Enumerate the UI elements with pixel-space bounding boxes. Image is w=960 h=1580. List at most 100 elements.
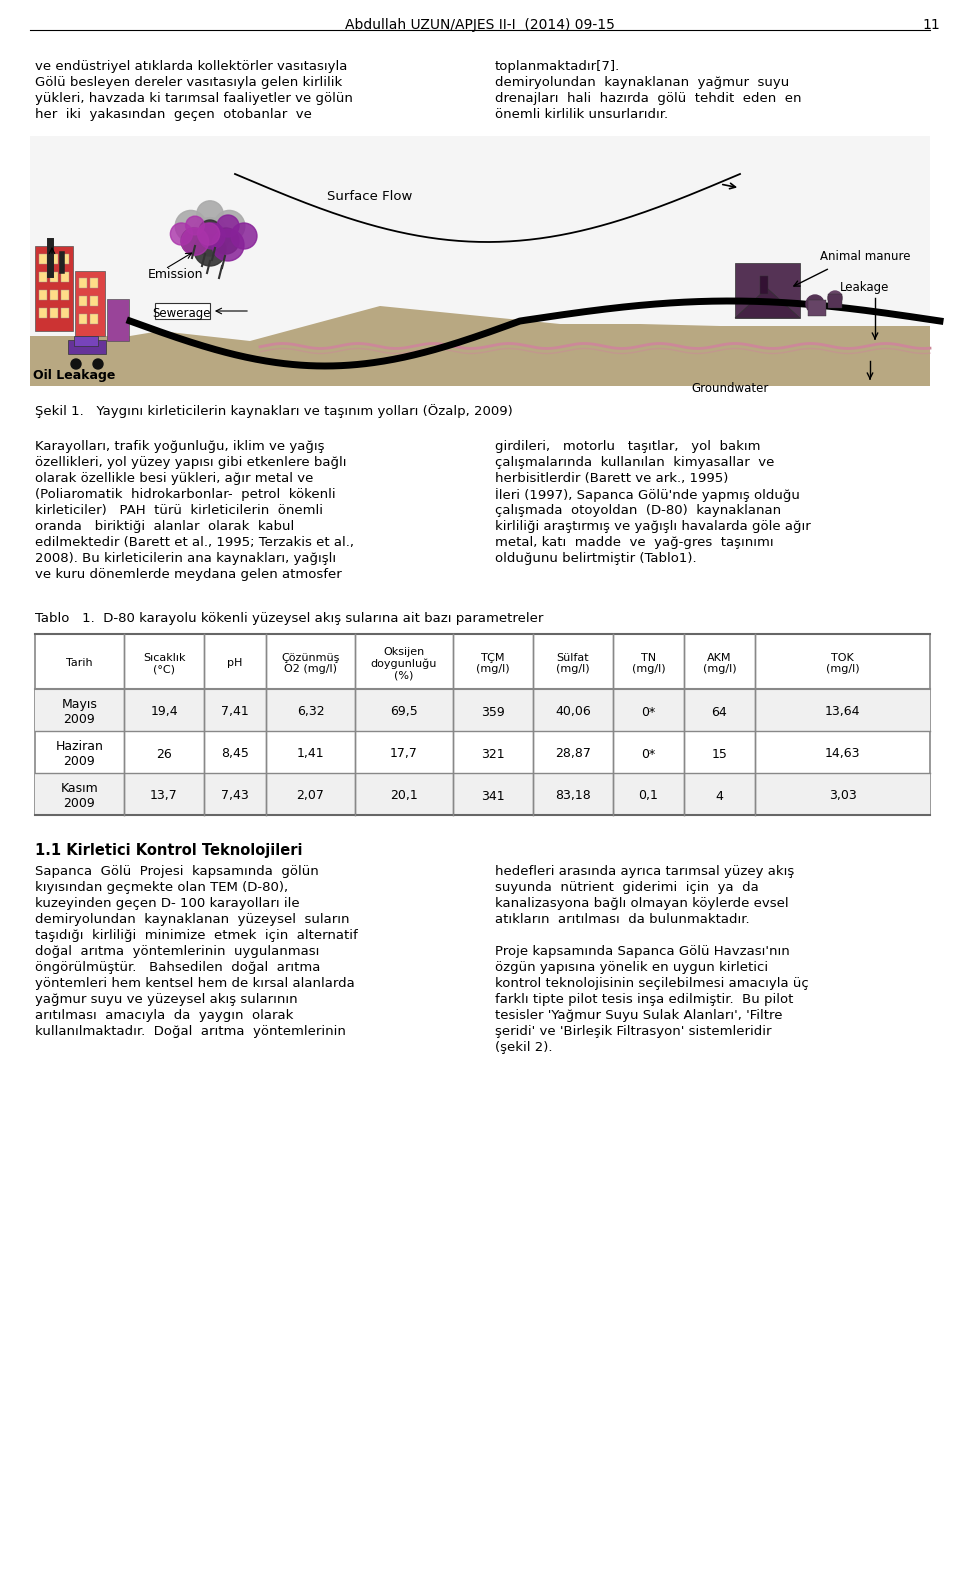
- Circle shape: [93, 359, 103, 370]
- Text: Sülfat
(mg/l): Sülfat (mg/l): [556, 653, 589, 675]
- Text: 14,63: 14,63: [825, 747, 860, 760]
- Bar: [39, 291, 47, 300]
- Text: yağmur suyu ve yüzeysel akış sularının: yağmur suyu ve yüzeysel akış sularının: [35, 992, 298, 1006]
- Text: kontrol teknolojisinin seçilebilmesi amacıyla üç: kontrol teknolojisinin seçilebilmesi ama…: [495, 976, 808, 991]
- Bar: [75, 272, 105, 337]
- Text: 341: 341: [481, 790, 505, 803]
- Circle shape: [231, 223, 257, 250]
- Circle shape: [199, 220, 221, 242]
- Text: taşıdığı  kirliliği  minimize  etmek  için  alternatif: taşıdığı kirliliği minimize etmek için a…: [35, 929, 358, 942]
- Bar: [61, 308, 69, 318]
- Text: 321: 321: [481, 747, 505, 760]
- Text: ve endüstriyel atıklarda kollektörler vasıtasıyla: ve endüstriyel atıklarda kollektörler va…: [35, 60, 348, 73]
- Bar: [61, 254, 69, 264]
- Text: Gölü besleyen dereler vasıtasıyla gelen kirlilik: Gölü besleyen dereler vasıtasıyla gelen …: [35, 76, 343, 88]
- Bar: [90, 295, 98, 307]
- Text: 0,1: 0,1: [638, 790, 659, 803]
- Text: olarak özellikle besi yükleri, ağır metal ve: olarak özellikle besi yükleri, ağır meta…: [35, 472, 313, 485]
- Text: Şekil 1.   Yaygını kirleticilerin kaynakları ve taşınım yolları (Özalp, 2009): Şekil 1. Yaygını kirleticilerin kaynakla…: [35, 404, 513, 419]
- Text: kirliliği araştırmış ve yağışlı havalarda göle ağır: kirliliği araştırmış ve yağışlı havalard…: [495, 520, 811, 532]
- Bar: [50, 272, 58, 281]
- Text: arıtılması  amacıyla  da  yaygın  olarak: arıtılması amacıyla da yaygın olarak: [35, 1010, 294, 1022]
- Text: Mayıs
2009: Mayıs 2009: [61, 698, 97, 725]
- Text: (şekil 2).: (şekil 2).: [495, 1041, 553, 1054]
- Text: drenajları  hali  hazırda  gölü  tehdit  eden  en: drenajları hali hazırda gölü tehdit eden…: [495, 92, 802, 104]
- Text: toplanmaktadır[7].: toplanmaktadır[7].: [495, 60, 620, 73]
- Text: kirleticiler)   PAH  türü  kirleticilerin  önemli: kirleticiler) PAH türü kirleticilerin ön…: [35, 504, 323, 517]
- Circle shape: [806, 295, 824, 313]
- Text: kanalizasyona bağlı olmayan köylerde evsel: kanalizasyona bağlı olmayan köylerde evs…: [495, 897, 788, 910]
- Text: Animal manure: Animal manure: [820, 250, 910, 262]
- Bar: [155, 303, 210, 319]
- Bar: [90, 314, 98, 324]
- Bar: [61, 291, 69, 300]
- Polygon shape: [30, 307, 930, 386]
- Text: 0*: 0*: [641, 706, 656, 719]
- Text: demiryolundan  kaynaklanan  yüzeysel  suların: demiryolundan kaynaklanan yüzeysel sular…: [35, 913, 349, 926]
- Text: 2,07: 2,07: [297, 790, 324, 803]
- Bar: [39, 254, 47, 264]
- Text: olduğunu belirtmiştir (Tablo1).: olduğunu belirtmiştir (Tablo1).: [495, 551, 697, 566]
- Text: Kasım
2009: Kasım 2009: [60, 782, 98, 811]
- Circle shape: [181, 228, 207, 254]
- Text: 13,7: 13,7: [150, 790, 178, 803]
- Text: Tarih: Tarih: [66, 659, 93, 668]
- Text: TOK
(mg/l): TOK (mg/l): [826, 653, 859, 675]
- Text: 6,32: 6,32: [297, 706, 324, 719]
- Text: Karayolları, trafik yoğunluğu, iklim ve yağış: Karayolları, trafik yoğunluğu, iklim ve …: [35, 439, 324, 453]
- Text: 17,7: 17,7: [390, 747, 418, 760]
- Bar: [760, 276, 768, 294]
- Bar: [79, 314, 87, 324]
- Circle shape: [197, 201, 223, 228]
- Text: yöntemleri hem kentsel hem de kırsal alanlarda: yöntemleri hem kentsel hem de kırsal ala…: [35, 976, 355, 991]
- Circle shape: [170, 223, 192, 245]
- Text: Sewerage: Sewerage: [152, 308, 210, 321]
- Bar: [735, 262, 800, 318]
- Text: şeridi' ve 'Birleşik Filtrasyon' sistemleridir: şeridi' ve 'Birleşik Filtrasyon' sisteml…: [495, 1025, 772, 1038]
- Bar: [35, 246, 73, 330]
- Bar: [30, 136, 930, 386]
- Circle shape: [181, 228, 208, 256]
- Text: Oil Leakage: Oil Leakage: [33, 370, 115, 382]
- Text: Haziran
2009: Haziran 2009: [56, 739, 104, 768]
- Text: Groundwater: Groundwater: [691, 381, 769, 395]
- Text: 7,41: 7,41: [221, 706, 249, 719]
- Text: Leakage: Leakage: [840, 281, 889, 294]
- Text: Proje kapsamında Sapanca Gölü Havzası'nın: Proje kapsamında Sapanca Gölü Havzası'nı…: [495, 945, 790, 957]
- Bar: [39, 272, 47, 281]
- Bar: [50, 291, 58, 300]
- Text: 4: 4: [715, 790, 724, 803]
- Bar: [61, 272, 69, 281]
- Text: 1,41: 1,41: [297, 747, 324, 760]
- Text: 64: 64: [711, 706, 728, 719]
- Circle shape: [185, 216, 204, 235]
- Bar: [79, 295, 87, 307]
- Text: Abdullah UZUN/APJES II-I  (2014) 09-15: Abdullah UZUN/APJES II-I (2014) 09-15: [345, 17, 615, 32]
- Bar: [90, 278, 98, 288]
- Text: Tablo   1.  D-80 karayolu kökenli yüzeysel akış sularına ait bazı parametreler: Tablo 1. D-80 karayolu kökenli yüzeysel …: [35, 611, 543, 626]
- Text: Sıcaklık
(°C): Sıcaklık (°C): [143, 653, 185, 675]
- Text: 13,64: 13,64: [825, 706, 860, 719]
- Bar: [68, 340, 106, 354]
- Text: atıkların  arıtılması  da bulunmaktadır.: atıkların arıtılması da bulunmaktadır.: [495, 913, 750, 926]
- Text: tesisler 'Yağmur Suyu Sulak Alanları', 'Filtre: tesisler 'Yağmur Suyu Sulak Alanları', '…: [495, 1010, 782, 1022]
- Text: 40,06: 40,06: [555, 706, 590, 719]
- Bar: [828, 294, 842, 308]
- Bar: [39, 308, 47, 318]
- Text: kuzeyinden geçen D- 100 karayolları ile: kuzeyinden geçen D- 100 karayolları ile: [35, 897, 300, 910]
- Text: oranda   biriktiği  alanlar  olarak  kabul: oranda biriktiği alanlar olarak kabul: [35, 520, 295, 532]
- Text: edilmektedir (Barett et al., 1995; Terzakis et al.,: edilmektedir (Barett et al., 1995; Terza…: [35, 536, 354, 548]
- Bar: [808, 300, 826, 316]
- Text: Oksijen
doygunluğu
(%): Oksijen doygunluğu (%): [371, 646, 437, 681]
- Bar: [50, 308, 58, 318]
- Circle shape: [198, 223, 220, 245]
- Text: Çözünmüş
O2 (mg/l): Çözünmüş O2 (mg/l): [281, 653, 340, 675]
- Text: 28,87: 28,87: [555, 747, 591, 760]
- Bar: [79, 278, 87, 288]
- Text: ve kuru dönemlerde meydana gelen atmosfer: ve kuru dönemlerde meydana gelen atmosfe…: [35, 567, 342, 581]
- Bar: [35, 689, 930, 732]
- Text: girdileri,   motorlu   taşıtlar,   yol  bakım: girdileri, motorlu taşıtlar, yol bakım: [495, 439, 760, 453]
- Text: demiryolundan  kaynaklanan  yağmur  suyu: demiryolundan kaynaklanan yağmur suyu: [495, 76, 789, 88]
- Text: farklı tipte pilot tesis inşa edilmiştir.  Bu pilot: farklı tipte pilot tesis inşa edilmiştir…: [495, 992, 793, 1006]
- Bar: [35, 773, 930, 815]
